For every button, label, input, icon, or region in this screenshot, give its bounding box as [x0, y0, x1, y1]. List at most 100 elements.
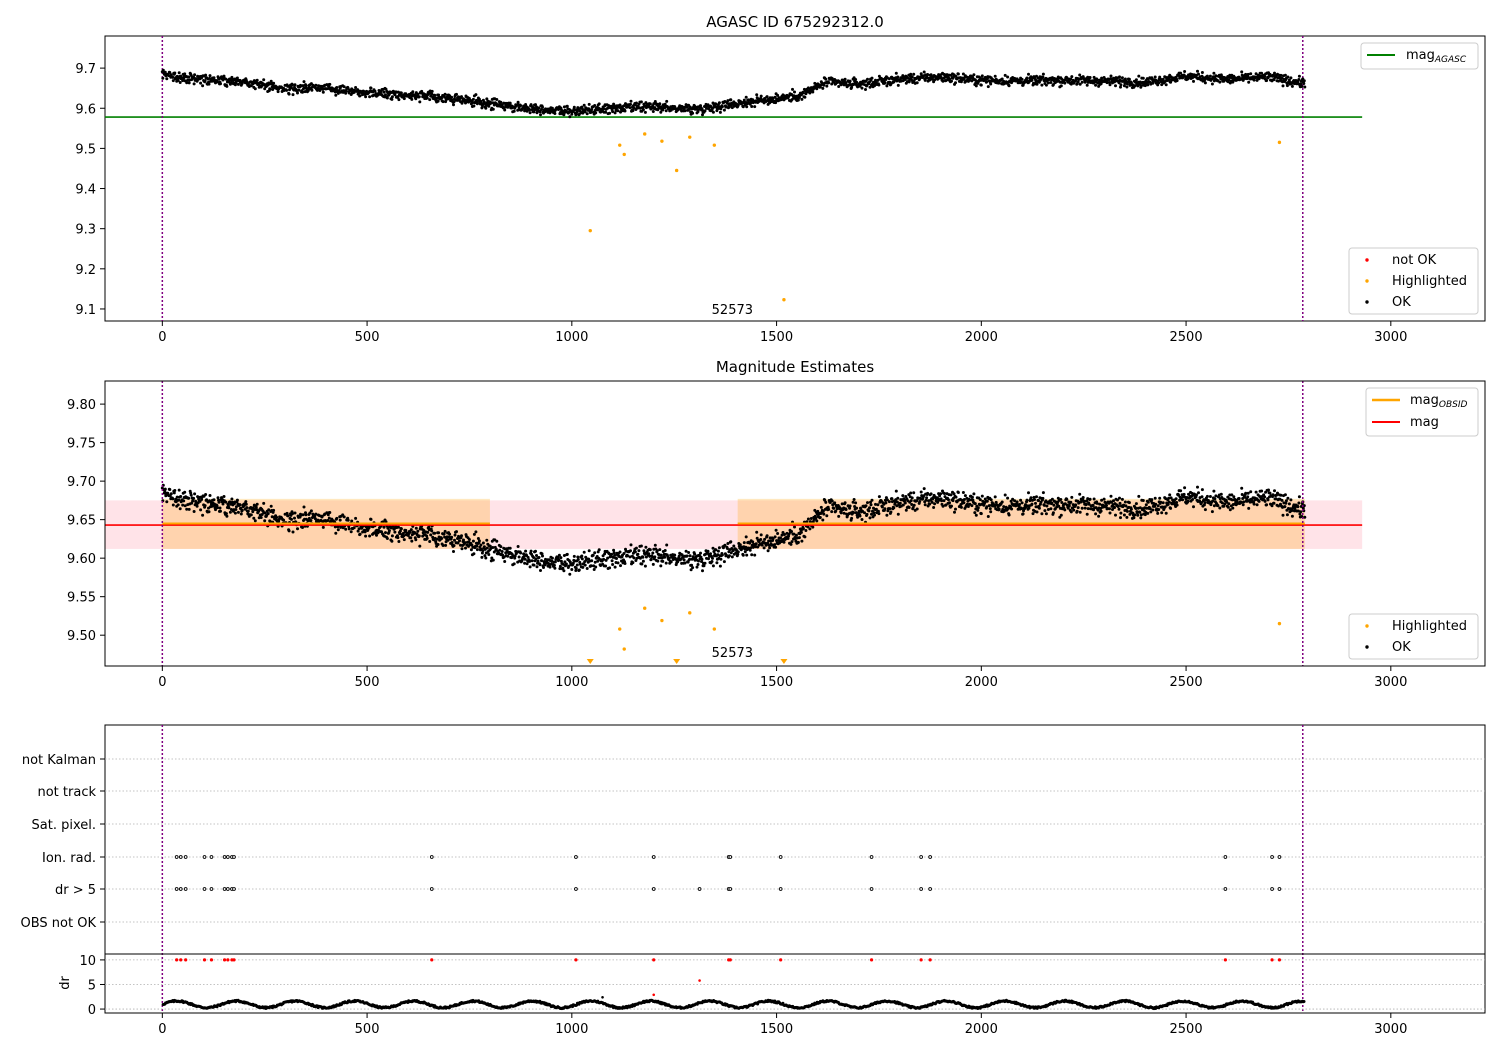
ok-point — [641, 556, 644, 559]
ok-point — [798, 536, 801, 539]
legend-not-ok-marker — [1365, 258, 1368, 261]
ok-point — [1069, 501, 1072, 504]
legend2-highlighted-label: Highlighted — [1392, 619, 1467, 634]
ok-point — [1249, 72, 1252, 75]
ok-point — [245, 506, 248, 509]
ok-point — [950, 80, 953, 83]
ok-point — [484, 107, 487, 110]
ok-point — [1183, 493, 1186, 496]
ok-point — [610, 553, 613, 556]
ok-point — [1094, 84, 1097, 87]
ok-point — [1021, 78, 1024, 81]
ok-point — [478, 539, 481, 542]
ok-point — [1008, 514, 1011, 517]
ok-point — [1297, 78, 1300, 81]
ok-point — [480, 556, 483, 559]
ok-point — [199, 508, 202, 511]
ok-point — [165, 77, 168, 80]
ok-point — [1074, 503, 1077, 506]
ok-point — [1227, 502, 1230, 505]
ok-point — [579, 563, 582, 566]
ok-point — [800, 531, 803, 534]
ok-point — [1118, 508, 1121, 511]
ok-point — [1094, 512, 1097, 515]
ok-point — [689, 554, 692, 557]
ok-point — [403, 97, 406, 100]
ok-point — [957, 73, 960, 76]
p2-xtick-label: 2500 — [1170, 675, 1203, 690]
ok-point — [517, 101, 520, 104]
ok-point — [455, 93, 458, 96]
ok-point — [462, 539, 465, 542]
ok-point — [437, 531, 440, 534]
ok-point — [1283, 505, 1286, 508]
highlighted-point — [713, 627, 716, 630]
ok-point — [1110, 495, 1113, 498]
ok-point — [897, 513, 900, 516]
ok-point — [390, 540, 393, 543]
ok-point — [199, 82, 202, 85]
ok-point — [254, 519, 257, 522]
ok-point — [918, 500, 921, 503]
ok-point — [430, 529, 433, 532]
ok-point — [364, 535, 367, 538]
ok-point — [1021, 501, 1024, 504]
ok-point — [247, 510, 250, 513]
ok-point — [624, 110, 627, 113]
ok-point — [1040, 84, 1043, 87]
ok-point — [619, 564, 622, 567]
ok-point — [187, 497, 190, 500]
ok-point — [1070, 75, 1073, 78]
ok-point — [1026, 77, 1029, 80]
ok-point — [303, 506, 306, 509]
ok-point — [1265, 503, 1268, 506]
ok-point — [717, 550, 720, 553]
ok-point — [1281, 499, 1284, 502]
ok-point — [1001, 501, 1004, 504]
ok-point — [957, 491, 960, 494]
ok-point — [293, 517, 296, 520]
ok-point — [855, 81, 858, 84]
ok-point — [1123, 514, 1126, 517]
ok-point — [930, 492, 933, 495]
ok-point — [451, 541, 454, 544]
ok-point — [1154, 76, 1157, 79]
ok-point — [693, 553, 696, 556]
ok-point — [524, 558, 527, 561]
ok-point — [234, 512, 237, 515]
ok-point — [1273, 502, 1276, 505]
ok-point — [404, 529, 407, 532]
highlighted-point — [643, 607, 646, 610]
ok-point — [584, 564, 587, 567]
ok-point — [1158, 497, 1161, 500]
ok-point — [1231, 507, 1234, 510]
ok-point — [766, 534, 769, 537]
ok-point — [1077, 506, 1080, 509]
ok-point — [973, 511, 976, 514]
flag-point — [652, 888, 655, 891]
legend-ok-marker — [1365, 300, 1368, 303]
ok-point — [845, 508, 848, 511]
ok-point — [901, 494, 904, 497]
ok-point — [814, 517, 817, 520]
ok-point — [745, 105, 748, 108]
ok-point — [542, 566, 545, 569]
ok-point — [275, 516, 278, 519]
ok-point — [989, 510, 992, 513]
ok-point — [849, 505, 852, 508]
ok-point — [1209, 75, 1212, 78]
ok-point — [179, 81, 182, 84]
ok-point — [807, 518, 810, 521]
ok-point — [923, 71, 926, 74]
ok-point — [711, 560, 714, 563]
ok-point — [989, 507, 992, 510]
ok-point — [962, 501, 965, 504]
ok-point — [912, 491, 915, 494]
p2-xtick-label: 500 — [355, 675, 380, 690]
ok-point — [701, 113, 704, 116]
ok-point — [849, 80, 852, 83]
ok-point — [414, 97, 417, 100]
ok-point — [256, 79, 259, 82]
ok-point — [1100, 77, 1103, 80]
ok-point — [1284, 493, 1287, 496]
